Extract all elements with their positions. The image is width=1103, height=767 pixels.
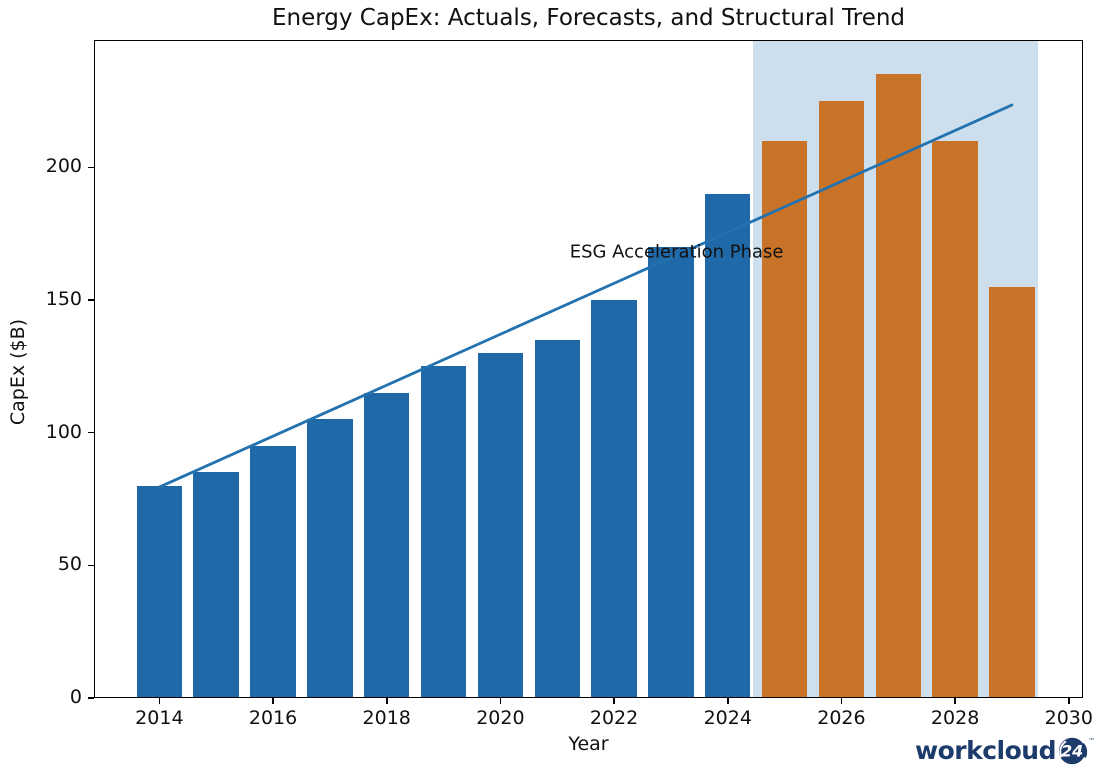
y-tick-150 (88, 299, 94, 301)
y-tick-200 (88, 166, 94, 169)
x-tick-2026 (840, 698, 843, 704)
bar-2029 (989, 286, 1035, 698)
y-tick-100 (88, 431, 94, 434)
bar-2022 (591, 300, 637, 698)
y-tick-0 (88, 697, 94, 699)
annotation-esg-phase: ESG Acceleration Phase (569, 241, 784, 263)
bar-2014 (136, 485, 183, 698)
y-tick-50 (88, 564, 94, 567)
bar-2018 (363, 392, 410, 698)
x-tick-2016 (272, 698, 274, 704)
x-tick-label-2024: 2024 (703, 707, 752, 729)
y-tick-label-150: 150 (45, 288, 82, 311)
x-tick-label-2020: 2020 (476, 707, 525, 729)
bar-2015 (193, 472, 239, 698)
y-tick-label-50: 50 (57, 553, 82, 576)
x-tick-label-2026: 2026 (817, 707, 866, 729)
y-tick-label-0: 0 (69, 686, 82, 708)
bar-2016 (250, 445, 296, 698)
x-tick-2020 (499, 698, 502, 704)
chart-title: Energy CapEx: Actuals, Forecasts, and St… (271, 5, 906, 31)
x-tick-2024 (726, 698, 729, 704)
x-tick-2018 (385, 698, 388, 704)
bar-2026 (818, 101, 865, 698)
bar-2019 (420, 366, 467, 698)
bar-2025 (761, 140, 808, 698)
y-tick-label-200: 200 (45, 155, 82, 178)
x-axis-label: Year (568, 733, 609, 755)
y-tick-label-100: 100 (45, 420, 82, 443)
x-tick-2030 (1067, 698, 1070, 704)
bar-2023 (648, 246, 694, 698)
bar-2021 (534, 339, 580, 698)
x-tick-label-2022: 2022 (589, 707, 639, 729)
bar-2020 (477, 353, 524, 698)
x-tick-2028 (954, 698, 956, 704)
bar-2017 (307, 419, 353, 698)
x-tick-label-2018: 2018 (362, 707, 411, 729)
bar-2024 (705, 193, 751, 698)
bar-2027 (875, 74, 921, 698)
x-tick-2022 (613, 698, 615, 704)
x-tick-label-2030: 2030 (1044, 707, 1093, 729)
workcloud24-logo: workcloud 24 ™ (915, 735, 1095, 765)
svg-text:24: 24 (1061, 741, 1083, 760)
logo-trademark: ™ (1088, 737, 1095, 745)
logo-text: workcloud (915, 735, 1056, 765)
x-tick-label-2028: 2028 (930, 707, 980, 729)
bar-2028 (932, 140, 978, 698)
logo-badge-24-icon: 24 (1058, 737, 1088, 765)
x-tick-label-2014: 2014 (135, 707, 184, 729)
x-tick-2014 (158, 698, 161, 704)
x-tick-label-2016: 2016 (248, 707, 298, 729)
